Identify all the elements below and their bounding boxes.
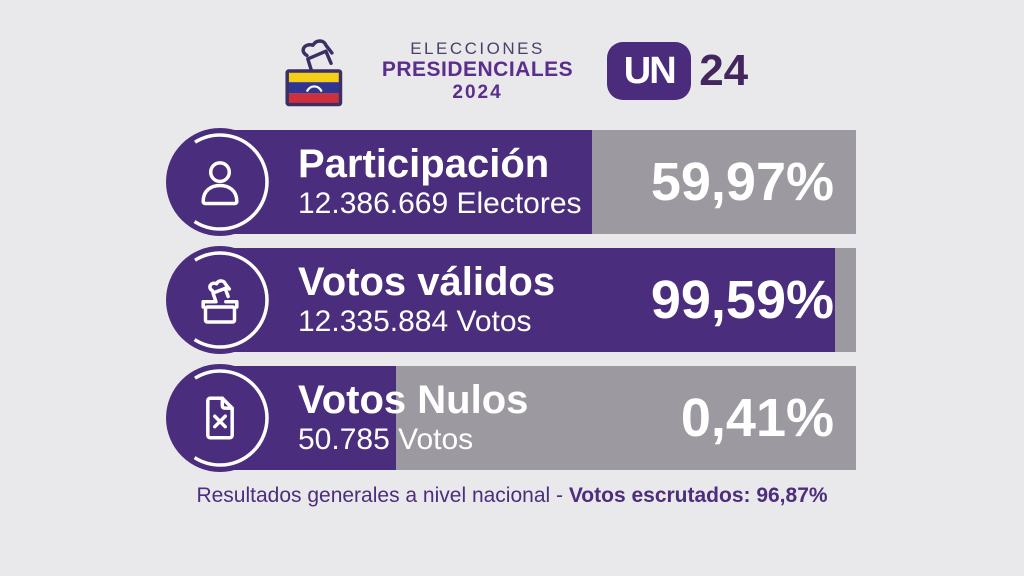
bar-percentage: 0,41% [680,388,834,448]
bar-track [220,130,856,234]
channel-number: 24 [699,46,749,95]
header: ELECCIONES PRESIDENCIALES 2024 UN 24 [0,28,1024,114]
stat-bar-votos-validos: Votos válidos 12.335.884 Votos 99,59% [166,246,856,354]
un24-logo: UN 24 [607,42,748,100]
bar-title: Participación [298,141,550,186]
event-title-line2: PRESIDENCIALES [381,58,574,82]
bar-subtitle: 12.335.884 Votos [298,304,532,338]
footnote-regular-text: Resultados generales a nivel nacional - [196,484,569,507]
bar-track [220,248,856,352]
bar-fill [220,130,593,234]
results-footnote: Resultados generales a nivel nacional - … [0,484,1024,508]
invalid-document-icon [166,364,274,472]
bar-percentage: 99,59% [650,270,834,330]
bar-title: Votos Nulos [298,377,529,422]
bar-label: Participación 12.386.669 Electores [298,130,582,234]
event-title: ELECCIONES PRESIDENCIALES 2024 [382,39,573,103]
bar-fill [220,248,835,352]
stat-bar-votos-nulos: Votos Nulos 50.785 Votos 0,41% [166,364,856,472]
footnote-bold-text: Votos escrutados: 96,87% [568,484,828,507]
ballot-box-icon [166,246,274,354]
event-title-line3: 2024 [452,81,503,103]
person-icon [166,128,274,236]
bar-subtitle: 50.785 Votos [298,422,474,456]
bar-title: Votos válidos [298,259,556,304]
un-logo-badge: UN [607,42,692,100]
results-bars: Participación 12.386.669 Electores 59,97… [166,128,856,484]
stat-bar-participacion: Participación 12.386.669 Electores 59,97… [166,128,856,236]
bar-subtitle: 12.386.669 Electores [298,186,582,220]
bar-label: Votos Nulos 50.785 Votos [298,366,528,470]
event-title-line1: ELECCIONES [410,39,545,59]
bar-percentage: 59,97% [650,152,834,212]
bar-label: Votos válidos 12.335.884 Votos [298,248,555,352]
elections-ballot-logo-icon [285,39,343,107]
